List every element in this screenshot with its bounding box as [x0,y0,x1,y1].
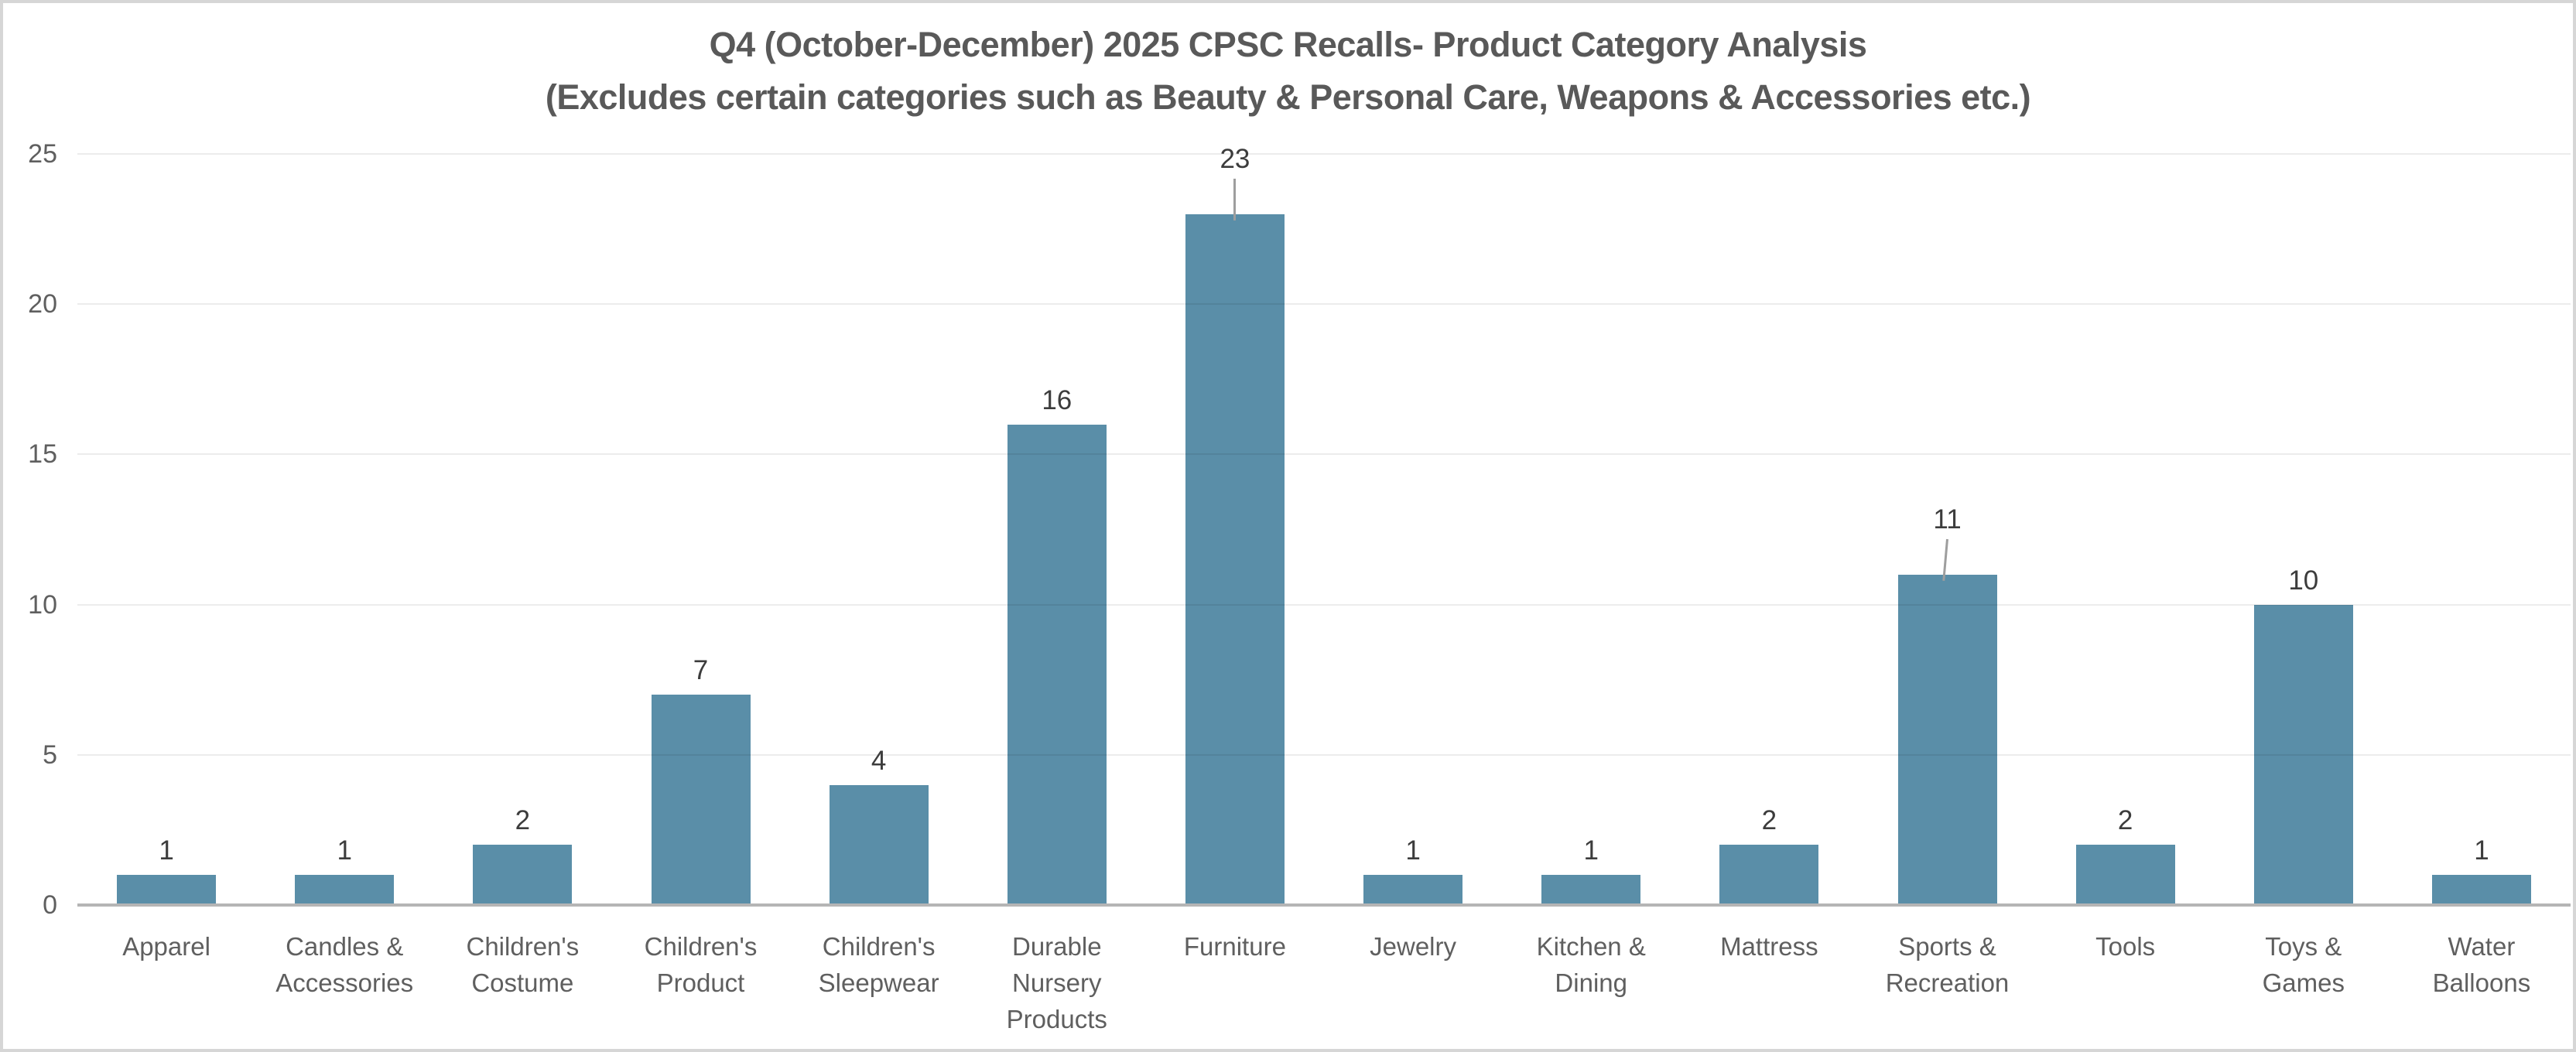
gridline [77,753,2571,756]
bar-value-label: 1 [1583,835,1599,866]
y-tick-label: 25 [28,139,57,169]
gridline [77,453,2571,456]
bar [651,695,751,905]
bar-value-label: 7 [693,655,709,686]
bar [1719,845,1819,905]
bar [1007,424,1107,905]
category-label: Durable Nursery Products [1006,932,1107,1033]
bar [829,784,929,905]
gridline [77,303,2571,306]
y-tick-label: 0 [43,890,57,920]
plot-area: 0 5 10 15 20 25 1 Apparel 1 Candles & Accessories… [3,3,2573,1049]
chart-title-line2: (Excludes certain categories such as Bea… [545,77,2031,117]
bar-value-label: 1 [1405,835,1421,866]
y-tick-label: 20 [28,289,57,319]
bar-value-label: 1 [159,835,174,866]
category-label: Toys & Games [2262,932,2345,997]
category-label: Candles & Accessories [275,932,414,997]
bar [117,875,217,905]
leader-line [1233,178,1237,220]
bar [2431,875,2531,905]
category-label: Water Balloons [2432,932,2531,997]
y-tick-label: 15 [28,439,57,470]
bar [2253,604,2353,905]
bar-value-label: 16 [1042,384,1072,415]
bar [473,845,573,905]
bar [2075,845,2175,905]
y-tick-label: 10 [28,589,57,620]
bar [1185,213,1285,905]
category-label: Kitchen & Dining [1536,932,1646,997]
bar-value-label: 11 [1933,504,1962,535]
bar [1897,574,1997,905]
bar-value-label: 1 [2474,835,2489,866]
bar-value-label: 2 [515,805,531,836]
category-label: Children's Product [644,932,758,997]
bar-value-label: 23 [1220,143,1250,174]
bar-value-label: 2 [2117,805,2133,836]
bar [1363,875,1463,905]
category-label: Children's Costume [466,932,580,997]
category-label: Furniture [1183,932,1286,961]
bar-value-label: 4 [871,745,887,776]
bar [295,875,395,905]
y-tick-label: 5 [43,739,57,770]
category-label: Sports & Recreation [1885,932,2010,997]
category-label: Children's Sleepwear [818,932,939,997]
bar [1541,875,1641,905]
category-label: Mattress [1720,932,1818,961]
bar-value-label: 2 [1761,805,1777,836]
gridline [77,603,2571,606]
chart-title-line1: Q4 (October-December) 2025 CPSC Recalls-… [709,25,1867,64]
x-axis-line [77,903,2571,907]
gridline [77,153,2571,155]
category-label: Tools [2095,932,2156,961]
chart-title: Q4 (October-December) 2025 CPSC Recalls-… [3,19,2573,124]
category-label: Apparel [122,932,210,961]
bar-value-label: 1 [337,835,352,866]
category-label: Jewelry [1370,932,1456,961]
bar-value-label: 10 [2288,565,2319,596]
